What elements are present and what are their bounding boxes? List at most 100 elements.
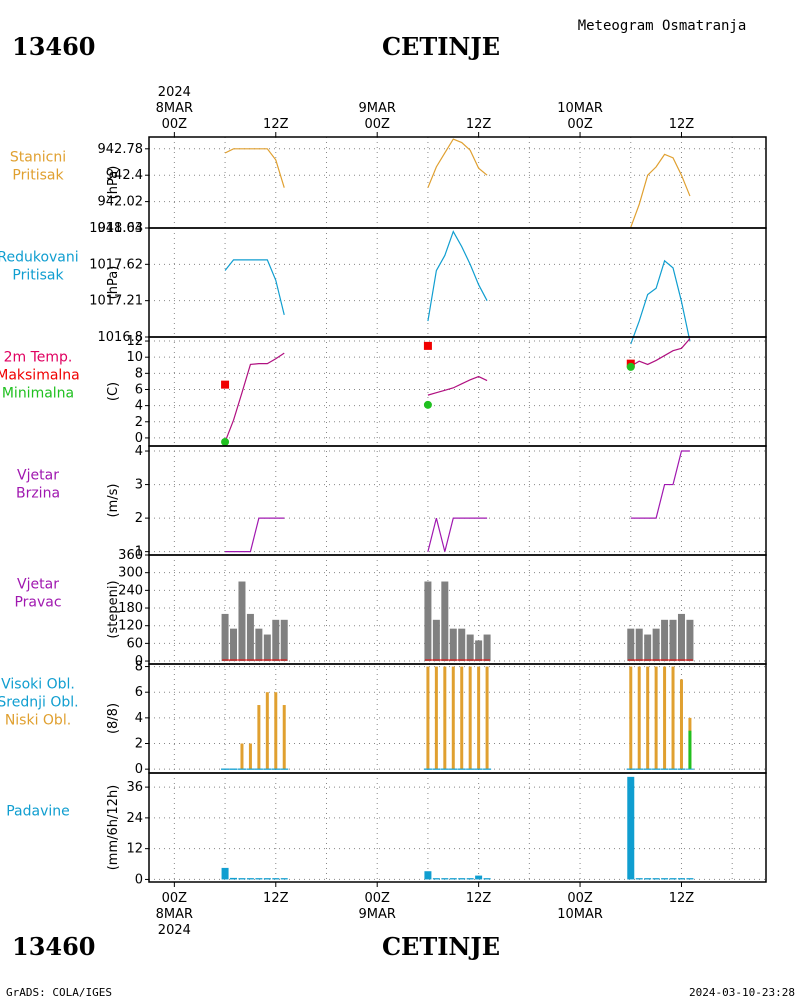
panel-label: Pritisak <box>12 268 64 284</box>
y-tick-label: 4 <box>135 711 143 726</box>
precipitation-bar <box>458 878 466 880</box>
panel-label: Visoki Obl. <box>1 677 75 693</box>
y-tick-label: 3 <box>135 478 143 493</box>
panel-label: Vjetar <box>17 468 59 484</box>
precipitation-bar <box>263 878 271 880</box>
precipitation-bar <box>230 877 238 880</box>
panel-label: Redukovani <box>0 250 79 266</box>
cloud-bar <box>282 705 286 770</box>
y-tick-label: 941.64 <box>98 221 144 236</box>
panel-label: Pravac <box>14 595 61 611</box>
wind_direction-bar <box>677 613 685 662</box>
y-tick-label: 300 <box>118 566 143 581</box>
y-tick-label: 0 <box>135 762 143 777</box>
reduced_pressure-series-line <box>630 259 691 345</box>
wind_direction-bar <box>627 628 635 662</box>
cloud-bar <box>485 666 489 770</box>
bottom-time-label: 12Z <box>263 891 289 906</box>
cloud-bar <box>654 666 658 770</box>
y-tick-label: 2 <box>135 511 143 526</box>
bottom-time-label: 00Z <box>567 891 593 906</box>
y-tick-label: 942.02 <box>98 195 144 210</box>
tmin-point <box>221 437 230 446</box>
panel-station_pressure: 942.78 942.4 942.02 941.64 (hPa) Stanicni Prit… <box>10 136 767 236</box>
bottom-time-label: 00Z <box>364 891 390 906</box>
precipitation-bar <box>221 867 229 880</box>
y-tick-label: 0 <box>135 654 143 669</box>
unit-label: (mm/6h/12h) <box>106 785 121 871</box>
cloud-bar <box>265 692 269 770</box>
y-tick-label: 180 <box>118 601 143 616</box>
cloud-bar <box>451 666 455 770</box>
panel-cloud_cover: 8 6 4 2 0 (8/8) Visoki Obl. Srednji Obl. Niski O… <box>0 660 767 777</box>
precipitation-bar <box>627 776 635 880</box>
reduced_pressure-series-line <box>427 230 488 322</box>
panels-layer: 942.78 942.4 942.02 941.64 (hPa) Stanicni Prit… <box>0 85 767 938</box>
meteogram-title: Meteogram Osmatranja <box>578 18 747 34</box>
wind_direction-bar <box>475 640 483 662</box>
top-time-label: 8MAR <box>156 101 193 116</box>
cloud-bar <box>646 666 650 770</box>
temperature-series-line <box>427 375 488 396</box>
precipitation-bar <box>280 878 288 880</box>
cloud-bar <box>679 679 683 770</box>
bottom-time-label: 12Z <box>466 891 492 906</box>
top-time-label: 00Z <box>162 117 188 132</box>
cloud-bar <box>637 666 641 770</box>
y-tick-label: 6 <box>135 685 143 700</box>
wind_direction-bar <box>441 581 449 662</box>
top-time-label: 12Z <box>466 117 492 132</box>
wind_direction-bar <box>280 619 288 662</box>
y-tick-label: 360 <box>118 548 143 563</box>
wind_direction-bar <box>255 628 263 662</box>
precipitation-bar <box>432 878 440 880</box>
wind_direction-bar <box>652 628 660 662</box>
tmin-point <box>423 400 432 409</box>
wind_direction-bar <box>635 628 643 662</box>
precipitation-bar <box>635 878 643 880</box>
unit-label: (hPa) <box>106 266 121 300</box>
wind_direction-bar <box>661 619 669 662</box>
unit-label: (stepeni) <box>106 580 121 638</box>
wind_speed-series-line <box>630 450 690 519</box>
y-tick-label: 0 <box>135 431 143 446</box>
reduced_pressure-series-line <box>224 259 285 315</box>
y-tick-label: 942.78 <box>98 142 144 157</box>
panel-precipitation: 36 24 12 0 (mm/6h/12h) Padavine <box>6 772 767 887</box>
panel-frame <box>148 445 767 556</box>
y-tick-label: 4 <box>135 444 143 459</box>
y-tick-label: 1016.8 <box>98 330 144 345</box>
precipitation-bar <box>441 878 449 880</box>
precipitation-bar <box>686 878 694 880</box>
unit-label: (C) <box>106 382 121 401</box>
cloud-bar <box>434 666 438 770</box>
precipitation-bar <box>677 878 685 880</box>
wind_direction-bar <box>449 628 457 662</box>
cloud-bar <box>240 743 244 770</box>
precipitation-bar <box>644 878 652 880</box>
bottom-time-label: 8MAR <box>156 907 193 922</box>
y-tick-label: 1017.62 <box>89 257 143 272</box>
top-time-label: 12Z <box>669 117 695 132</box>
bottom-time-label: 10MAR <box>557 907 603 922</box>
panel-label: Srednji Obl. <box>0 695 79 711</box>
precipitation-bar <box>466 878 474 880</box>
top-time-label: 2024 <box>158 85 191 100</box>
wind_direction-bar <box>263 634 271 662</box>
temperature-series-line <box>224 352 285 443</box>
bottom-time-label: 2024 <box>158 923 191 938</box>
top-time-label: 00Z <box>567 117 593 132</box>
y-tick-label: 1018.03 <box>89 221 143 236</box>
panel-label: Pritisak <box>12 168 64 184</box>
y-tick-label: 120 <box>118 619 143 634</box>
y-tick-label: 10 <box>126 350 143 365</box>
cloud-bar <box>477 666 481 770</box>
cloud-bar <box>443 666 447 770</box>
wind_direction-bar <box>644 634 652 662</box>
temperature-series-line <box>630 338 691 367</box>
precipitation-bar <box>483 878 491 880</box>
precipitation-bar <box>246 878 254 880</box>
top-time-label: 9MAR <box>358 101 395 116</box>
y-tick-label: 36 <box>126 780 143 795</box>
